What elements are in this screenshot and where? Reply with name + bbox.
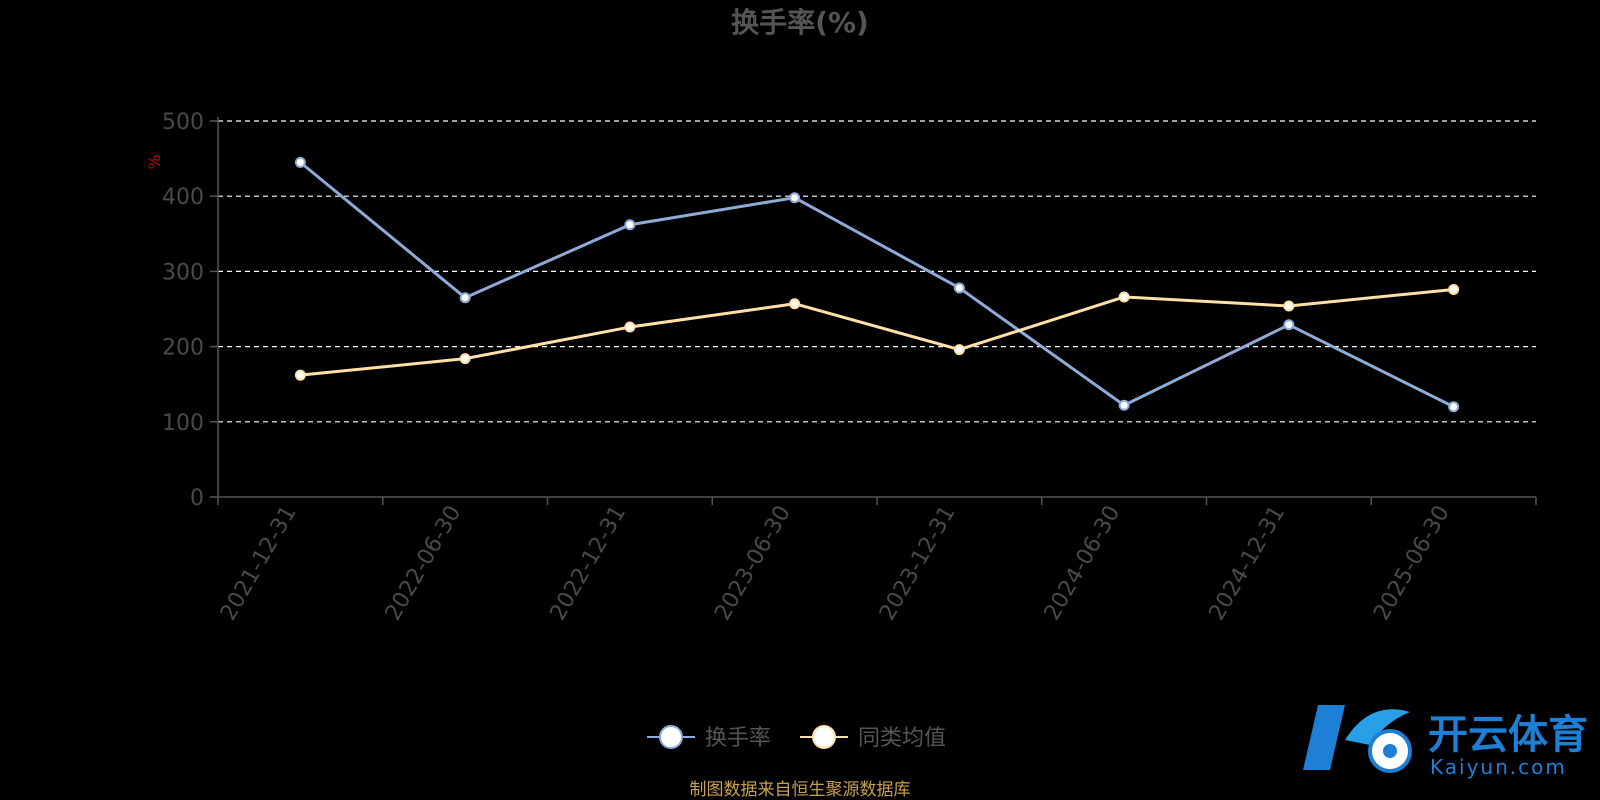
- x-tick-label-2022-06-30: 2022-06-30: [381, 502, 467, 625]
- data-point-1-0: [294, 369, 306, 381]
- legend-marker-peer-average: [812, 725, 836, 749]
- x-tick-label-2024-06-30: 2024-06-30: [1040, 502, 1126, 625]
- data-point-0-5: [1118, 399, 1130, 411]
- legend-item-peer-average[interactable]: 同类均值: [800, 725, 946, 751]
- x-tick-label-2023-06-30: 2023-06-30: [710, 502, 796, 625]
- data-point-1-5: [1118, 291, 1130, 303]
- y-axis-unit: %: [145, 154, 164, 169]
- data-point-0-3: [789, 192, 801, 204]
- y-tick-label-200: 200: [162, 336, 204, 361]
- y-tick-label-100: 100: [162, 411, 204, 436]
- data-point-1-3: [789, 298, 801, 310]
- data-point-0-7: [1448, 401, 1460, 413]
- grid-lines: [218, 120, 1536, 423]
- data-point-1-4: [953, 344, 965, 356]
- legend: 换手率 同类均值: [647, 725, 946, 751]
- data-point-0-2: [624, 219, 636, 231]
- axes: [217, 117, 1536, 498]
- series-line-0: [299, 161, 1455, 409]
- x-tick-label-2023-12-31: 2023-12-31: [875, 502, 961, 625]
- logo-k-mark-icon: [1303, 705, 1345, 770]
- legend-marker-turnover: [659, 725, 683, 749]
- y-tick-label-300: 300: [162, 260, 204, 285]
- legend-item-turnover[interactable]: 换手率: [647, 725, 771, 751]
- x-axis-ticks: 2021-12-31 2022-06-30 2022-12-31 2023-06-30…: [216, 497, 1537, 625]
- kaiyun-logo: 开云体育 Kaiyun.com: [1303, 705, 1588, 779]
- data-point-1-2: [624, 321, 636, 333]
- logo-subtext: Kaiyun.com: [1430, 755, 1567, 779]
- data-point-1-1: [459, 353, 471, 365]
- data-point-1-7: [1448, 283, 1460, 295]
- y-tick-label-400: 400: [162, 185, 204, 210]
- x-tick-label-2025-06-30: 2025-06-30: [1369, 502, 1455, 625]
- data-point-1-6: [1283, 300, 1295, 312]
- x-tick-label-2024-12-31: 2024-12-31: [1204, 502, 1290, 625]
- y-axis-ticks: 0 100 200 300 400 500: [162, 110, 218, 511]
- y-tick-label-500: 500: [162, 110, 204, 135]
- data-point-0-0: [294, 156, 306, 168]
- y-tick-label-0: 0: [190, 486, 204, 511]
- legend-label-turnover: 换手率: [705, 726, 771, 751]
- data-source-note: 制图数据来自恒生聚源数据库: [690, 780, 911, 800]
- x-tick-label-2021-12-31: 2021-12-31: [216, 502, 302, 625]
- data-point-0-1: [459, 292, 471, 304]
- x-tick-label-2022-12-31: 2022-12-31: [545, 502, 631, 625]
- data-point-0-6: [1283, 319, 1295, 331]
- series-group: [294, 156, 1460, 413]
- chart-title: 换手率(%): [731, 6, 869, 39]
- legend-label-peer-average: 同类均值: [858, 726, 946, 751]
- logo-ball-patch-icon: [1383, 744, 1397, 758]
- logo-text: 开云体育: [1428, 712, 1588, 758]
- data-point-0-4: [953, 282, 965, 294]
- logo-swoosh-icon: [1345, 709, 1410, 745]
- series-line-1: [300, 287, 1454, 377]
